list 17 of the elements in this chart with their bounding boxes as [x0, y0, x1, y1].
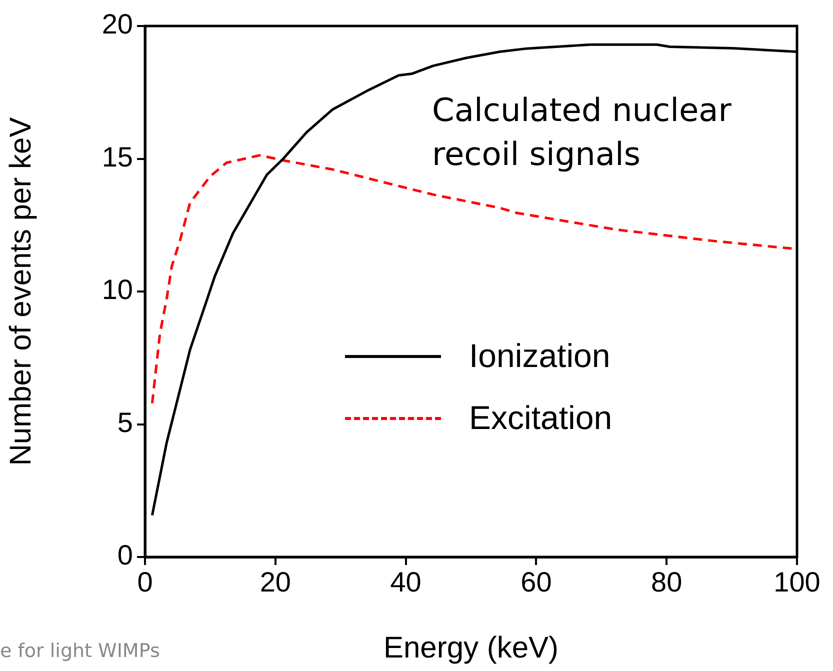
text: e for light WIMPs — [0, 640, 160, 662]
y-tick-label: 15 — [102, 141, 133, 172]
legend-label: Ionization — [469, 337, 610, 375]
annotation: Calculated nuclear recoil signals — [432, 90, 732, 175]
x-tick-label: 100 — [774, 566, 820, 598]
x-tick-label: 60 — [520, 566, 552, 598]
legend-label: Excitation — [469, 399, 612, 437]
y-axis-title: Number of events per keV — [4, 117, 38, 466]
y-tick-label: 20 — [102, 8, 133, 40]
x-tick-label: 40 — [390, 566, 422, 598]
y-tick-label: 5 — [117, 406, 133, 438]
x-axis-title: Energy (keV) — [383, 631, 559, 664]
y-tick-label: 10 — [102, 274, 133, 306]
x-tick-label: 80 — [651, 566, 682, 598]
x-tick-label: 20 — [260, 566, 291, 598]
y-tick-label: 0 — [117, 540, 133, 571]
x-tick-label: 0 — [137, 566, 153, 598]
